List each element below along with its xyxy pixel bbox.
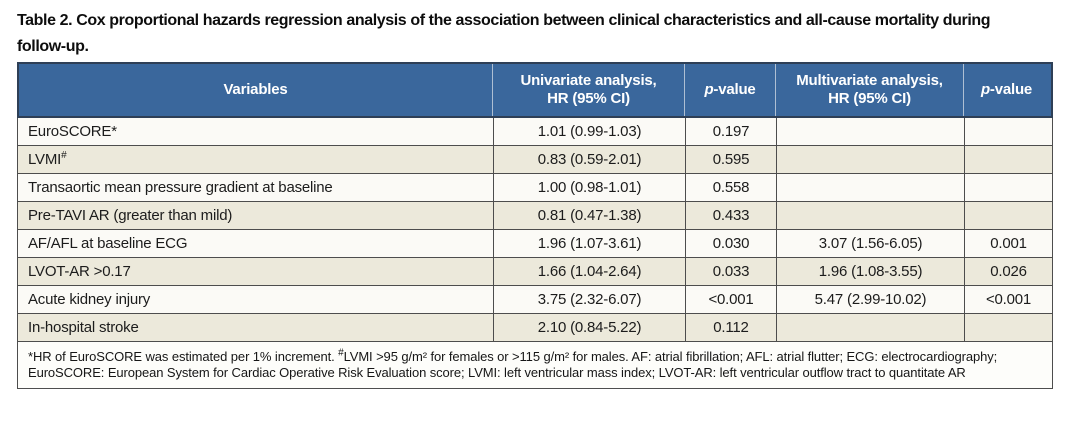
header-cell-pvalue-univariate: p-value [684, 64, 775, 116]
table-footnote: *HR of EuroSCORE was estimated per 1% in… [17, 342, 1053, 389]
table-body: EuroSCORE* 1.01 (0.99-1.03) 0.197 LVMI# … [17, 118, 1053, 342]
table-header-row: Variables Univariate analysis, HR (95% C… [17, 62, 1053, 118]
cell-multivariate-hr: 3.07 (1.56-6.05) [776, 230, 964, 258]
cell-variable: Transaortic mean pressure gradient at ba… [18, 174, 493, 202]
cell-variable: Acute kidney injury [18, 286, 493, 314]
cell-multivariate-hr [776, 118, 964, 146]
cell-univariate-hr: 1.66 (1.04-2.64) [493, 258, 685, 286]
cell-univariate-p: 0.595 [685, 146, 776, 174]
cell-univariate-hr: 1.01 (0.99-1.03) [493, 118, 685, 146]
cell-univariate-hr: 1.96 (1.07-3.61) [493, 230, 685, 258]
cell-variable: Pre-TAVI AR (greater than mild) [18, 202, 493, 230]
header-cell-pvalue-multivariate: p-value [963, 64, 1049, 116]
cell-multivariate-p: <0.001 [964, 286, 1052, 314]
cell-multivariate-hr [776, 174, 964, 202]
cell-multivariate-p [964, 146, 1052, 174]
table-caption-line2: follow-up. [17, 38, 89, 55]
table-row: AF/AFL at baseline ECG 1.96 (1.07-3.61) … [18, 230, 1052, 258]
cell-variable: LVMI# [18, 146, 493, 174]
cell-multivariate-hr [776, 314, 964, 342]
table-caption: Table 2. Cox proportional hazards regres… [17, 8, 1057, 60]
cell-univariate-hr: 2.10 (0.84-5.22) [493, 314, 685, 342]
cell-multivariate-hr [776, 146, 964, 174]
table-caption-line1: Table 2. Cox proportional hazards regres… [17, 12, 991, 29]
cell-univariate-p: 0.112 [685, 314, 776, 342]
header-cell-variables: Variables [223, 81, 288, 98]
cell-multivariate-hr: 1.96 (1.08-3.55) [776, 258, 964, 286]
cell-variable: EuroSCORE* [18, 118, 493, 146]
table-row: EuroSCORE* 1.01 (0.99-1.03) 0.197 [18, 118, 1052, 146]
cell-univariate-hr: 0.81 (0.47-1.38) [493, 202, 685, 230]
cell-multivariate-hr [776, 202, 964, 230]
cell-univariate-p: 0.030 [685, 230, 776, 258]
table-row: In-hospital stroke 2.10 (0.84-5.22) 0.11… [18, 314, 1052, 342]
cell-multivariate-p: 0.026 [964, 258, 1052, 286]
cell-univariate-p: 0.558 [685, 174, 776, 202]
footnote-hash-superscript: # [338, 347, 344, 359]
footnote-text: LVMI >95 g/m² for females or >115 g/m² f… [28, 349, 998, 380]
table-row: Transaortic mean pressure gradient at ba… [18, 174, 1052, 202]
cell-variable: AF/AFL at baseline ECG [18, 230, 493, 258]
cell-univariate-p: 0.197 [685, 118, 776, 146]
cox-regression-table: Variables Univariate analysis, HR (95% C… [17, 62, 1053, 389]
cell-multivariate-hr: 5.47 (2.99-10.02) [776, 286, 964, 314]
cell-univariate-p: <0.001 [685, 286, 776, 314]
cell-multivariate-p [964, 202, 1052, 230]
cell-multivariate-p [964, 174, 1052, 202]
header-cell-multivariate: Multivariate analysis, HR (95% CI) [775, 64, 963, 116]
header-cell-univariate: Univariate analysis, HR (95% CI) [492, 64, 684, 116]
cell-variable: LVOT-AR >0.17 [18, 258, 493, 286]
table-row: Acute kidney injury 3.75 (2.32-6.07) <0.… [18, 286, 1052, 314]
cell-variable: In-hospital stroke [18, 314, 493, 342]
cell-univariate-p: 0.433 [685, 202, 776, 230]
cell-multivariate-p [964, 118, 1052, 146]
table-row: LVMI# 0.83 (0.59-2.01) 0.595 [18, 146, 1052, 174]
footnote-text: *HR of EuroSCORE was estimated per 1% in… [28, 349, 339, 364]
cell-multivariate-p: 0.001 [964, 230, 1052, 258]
table-row: LVOT-AR >0.17 1.66 (1.04-2.64) 0.033 1.9… [18, 258, 1052, 286]
cell-multivariate-p [964, 314, 1052, 342]
table-row: Pre-TAVI AR (greater than mild) 0.81 (0.… [18, 202, 1052, 230]
cell-univariate-hr: 1.00 (0.98-1.01) [493, 174, 685, 202]
cell-univariate-hr: 3.75 (2.32-6.07) [493, 286, 685, 314]
cell-univariate-hr: 0.83 (0.59-2.01) [493, 146, 685, 174]
cell-univariate-p: 0.033 [685, 258, 776, 286]
